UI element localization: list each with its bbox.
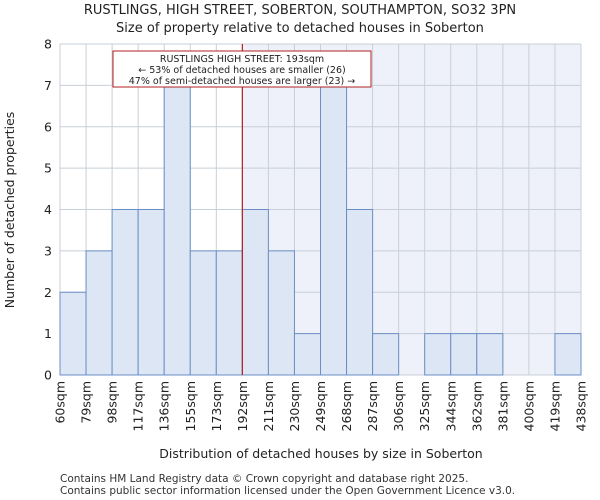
x-tick-label: 60sqm: [53, 381, 68, 424]
annotation-box: [112, 50, 372, 88]
x-tick-label: 325sqm: [417, 381, 432, 431]
bars: [59, 84, 582, 376]
bar-419sqm: [554, 333, 582, 376]
x-tick-label: 98sqm: [105, 381, 120, 424]
y-axis-label: Number of detached properties: [2, 112, 17, 309]
chart-subtitle: Size of property relative to detached ho…: [116, 21, 484, 36]
x-tick-label: 230sqm: [287, 381, 302, 431]
x-tick-label: 211sqm: [261, 381, 276, 431]
bar-362sqm: [476, 333, 504, 376]
x-ticks: 60sqm 79sqm 98sqm 117sqm 136sqm 155sqm 173sqm 1…: [53, 381, 589, 431]
x-tick-label: 381sqm: [495, 381, 510, 431]
x-tick-label: 419sqm: [547, 381, 562, 431]
x-tick-label: 192sqm: [235, 381, 250, 431]
y-ticks: 0 1 2 3 4 5 6 7 8: [44, 37, 52, 383]
bar-136sqm: [163, 84, 191, 376]
y-tick-label: 2: [44, 285, 52, 300]
y-tick-label: 1: [44, 326, 52, 341]
x-tick-label: 117sqm: [131, 381, 146, 431]
x-tick-label: 362sqm: [469, 381, 484, 431]
bar-287sqm: [372, 333, 400, 376]
x-tick-label: 306sqm: [391, 381, 406, 431]
bar-98sqm: [111, 209, 139, 376]
bar-211sqm: [267, 250, 295, 376]
x-tick-label: 136sqm: [157, 381, 172, 431]
property-marker: RUSTLINGS HIGH STREET: 193sqm← 53% of de…: [112, 44, 372, 375]
x-tick-label: 400sqm: [521, 381, 536, 431]
bar-230sqm: [293, 333, 322, 376]
bar-192sqm: [241, 209, 269, 376]
x-tick-label: 173sqm: [209, 381, 224, 431]
bar-173sqm: [215, 250, 243, 376]
bar-249sqm: [320, 84, 348, 376]
bar-117sqm: [137, 209, 165, 376]
x-tick-label: 268sqm: [339, 381, 354, 431]
y-tick-label: 3: [44, 243, 52, 258]
y-tick-label: 7: [44, 78, 52, 93]
bar-60sqm: [59, 291, 87, 376]
annotation-larger: 47% of semi-detached houses are larger (…: [129, 76, 356, 87]
bar-344sqm: [450, 333, 478, 376]
y-tick-label: 8: [44, 37, 52, 52]
x-tick-label: 438sqm: [574, 381, 589, 431]
bar-79sqm: [85, 250, 113, 376]
bar-268sqm: [346, 209, 374, 376]
y-tick-label: 4: [44, 202, 52, 217]
x-tick-label: 79sqm: [79, 381, 94, 424]
chart-title: RUSTLINGS, HIGH STREET, SOBERTON, SOUTHA…: [84, 3, 516, 18]
x-tick-label: 344sqm: [443, 381, 458, 431]
y-tick-label: 0: [44, 368, 52, 383]
footer-line-2: Contains public sector information licen…: [60, 485, 515, 497]
y-tick-label: 5: [44, 161, 52, 176]
annotation-title: RUSTLINGS HIGH STREET: 193sqm: [160, 54, 324, 65]
footer-line-1: Contains HM Land Registry data © Crown c…: [60, 473, 468, 485]
x-tick-label: 249sqm: [313, 381, 328, 431]
x-tick-label: 287sqm: [365, 381, 380, 431]
y-tick-label: 6: [44, 119, 52, 134]
bar-155sqm: [189, 250, 217, 376]
bar-325sqm: [424, 333, 452, 376]
x-axis-label: Distribution of detached houses by size …: [159, 446, 482, 461]
annotation-smaller: ← 53% of detached houses are smaller (26…: [138, 65, 345, 76]
x-tick-label: 155sqm: [183, 381, 198, 431]
